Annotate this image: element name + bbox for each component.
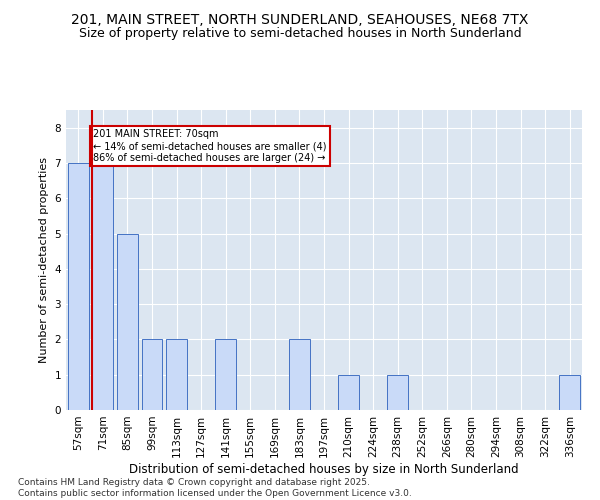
- Bar: [92, 163, 113, 410]
- Text: 201, MAIN STREET, NORTH SUNDERLAND, SEAHOUSES, NE68 7TX: 201, MAIN STREET, NORTH SUNDERLAND, SEAH…: [71, 12, 529, 26]
- Bar: [387, 374, 408, 410]
- Bar: [68, 163, 89, 410]
- Bar: [289, 340, 310, 410]
- Bar: [142, 340, 163, 410]
- Bar: [215, 340, 236, 410]
- Bar: [559, 374, 580, 410]
- Text: Size of property relative to semi-detached houses in North Sunderland: Size of property relative to semi-detach…: [79, 28, 521, 40]
- Text: Contains HM Land Registry data © Crown copyright and database right 2025.
Contai: Contains HM Land Registry data © Crown c…: [18, 478, 412, 498]
- Bar: [166, 340, 187, 410]
- Bar: [117, 234, 138, 410]
- X-axis label: Distribution of semi-detached houses by size in North Sunderland: Distribution of semi-detached houses by …: [129, 462, 519, 475]
- Text: 201 MAIN STREET: 70sqm
← 14% of semi-detached houses are smaller (4)
86% of semi: 201 MAIN STREET: 70sqm ← 14% of semi-det…: [93, 130, 326, 162]
- Bar: [338, 374, 359, 410]
- Y-axis label: Number of semi-detached properties: Number of semi-detached properties: [39, 157, 49, 363]
